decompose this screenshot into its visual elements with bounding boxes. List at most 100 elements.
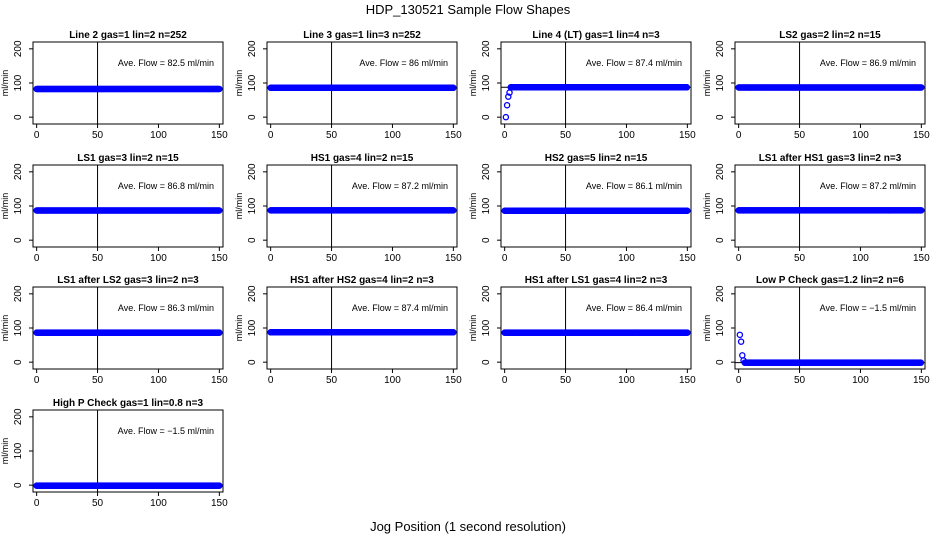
x-tick-label: 50 — [92, 375, 104, 386]
y-tick-label: 100 — [481, 74, 492, 91]
series-points — [33, 329, 223, 336]
x-tick-label: 100 — [618, 130, 635, 141]
y-tick-label: 100 — [247, 74, 258, 91]
figure-title: HDP_130521 Sample Flow Shapes — [366, 2, 571, 17]
x-tick-label: 100 — [618, 375, 635, 386]
y-tick-label: 0 — [481, 237, 492, 243]
y-tick-label: 200 — [13, 40, 24, 57]
data-point — [216, 207, 223, 214]
y-tick-label: 0 — [715, 114, 726, 120]
average-flow-annotation: Ave. Flow = 82.5 ml/min — [118, 58, 214, 68]
x-tick-label: 100 — [852, 130, 869, 141]
y-tick-label: 200 — [247, 285, 258, 302]
panel-title: HS1 after HS2 gas=4 lin=2 n=3 — [290, 275, 434, 286]
x-tick-label: 50 — [326, 253, 338, 264]
y-tick-label: 200 — [481, 285, 492, 302]
x-tick-label: 50 — [560, 253, 572, 264]
x-tick-label: 50 — [794, 253, 806, 264]
panel-title: Line 2 gas=1 lin=2 n=252 — [69, 30, 187, 41]
panel-3: Line 4 (LT) gas=1 lin=4 n=3 ml/min 0 100 200… — [468, 30, 696, 141]
y-tick-label: 0 — [481, 114, 492, 120]
average-flow-annotation: Ave. Flow = 86.8 ml/min — [118, 181, 214, 191]
y-axis-label: ml/min — [702, 70, 712, 97]
y-tick-label: 100 — [715, 74, 726, 91]
y-axis-label: ml/min — [468, 315, 478, 342]
y-tick-label: 200 — [715, 285, 726, 302]
y-tick-label: 200 — [13, 285, 24, 302]
data-point — [502, 113, 510, 121]
x-tick-label: 0 — [268, 253, 274, 264]
x-tick-label: 150 — [679, 375, 696, 386]
y-tick-label: 100 — [715, 197, 726, 214]
panel-title: LS1 gas=3 lin=2 n=15 — [77, 153, 179, 164]
x-tick-label: 100 — [852, 253, 869, 264]
y-axis-label: ml/min — [234, 193, 244, 220]
y-tick-label: 200 — [13, 408, 24, 425]
series-points — [267, 329, 457, 336]
data-point — [216, 85, 223, 93]
x-tick-label: 0 — [736, 253, 742, 264]
data-point — [450, 84, 457, 92]
x-tick-label: 150 — [679, 130, 696, 141]
x-tick-label: 0 — [502, 253, 508, 264]
x-tick-label: 150 — [679, 253, 696, 264]
y-tick-label: 100 — [481, 319, 492, 336]
x-tick-label: 0 — [34, 375, 40, 386]
panel-8: LS1 after HS1 gas=3 lin=2 n=3 ml/min 0 100 2… — [702, 153, 930, 264]
average-flow-annotation: Ave. Flow = 86 ml/min — [359, 58, 448, 68]
x-tick-label: 150 — [445, 375, 462, 386]
x-tick-label: 0 — [736, 130, 742, 141]
series-points — [735, 84, 925, 91]
panel-7: HS2 gas=5 lin=2 n=15 ml/min 0 100 200 0 50 100 1… — [468, 153, 696, 264]
panel-title: LS1 after HS1 gas=3 lin=2 n=3 — [759, 153, 902, 164]
panel-5: LS1 gas=3 lin=2 n=15 ml/min 0 100 200 0 50 100 1… — [0, 153, 228, 264]
x-tick-label: 50 — [92, 253, 104, 264]
y-tick-label: 0 — [13, 114, 24, 120]
series-points — [33, 207, 223, 214]
x-tick-label: 0 — [736, 375, 742, 386]
x-tick-label: 100 — [150, 375, 167, 386]
x-tick-label: 100 — [384, 253, 401, 264]
x-tick-label: 100 — [384, 375, 401, 386]
x-tick-label: 150 — [913, 375, 930, 386]
data-point — [503, 101, 511, 109]
panel-title: Line 4 (LT) gas=1 lin=4 n=3 — [532, 30, 660, 41]
data-point — [506, 89, 513, 96]
panel-13: High P Check gas=1 lin=0.8 n=3 ml/min 0 100… — [0, 398, 228, 509]
y-tick-label: 200 — [247, 40, 258, 57]
data-point — [684, 207, 691, 214]
series-points — [501, 329, 691, 336]
panel-4: LS2 gas=2 lin=2 n=15 ml/min 0 100 200 0 50 100 1… — [702, 30, 930, 141]
x-tick-label: 150 — [211, 130, 228, 141]
y-tick-label: 200 — [481, 163, 492, 180]
series-points — [736, 331, 925, 366]
y-tick-label: 100 — [715, 319, 726, 336]
x-tick-label: 0 — [34, 498, 40, 509]
y-tick-label: 0 — [247, 359, 258, 365]
y-tick-label: 200 — [715, 163, 726, 180]
panel-10: HS1 after HS2 gas=4 lin=2 n=3 ml/min 0 100 2… — [234, 275, 462, 386]
x-tick-label: 0 — [268, 130, 274, 141]
x-tick-label: 0 — [502, 130, 508, 141]
x-tick-label: 150 — [211, 498, 228, 509]
panel-title: LS1 after LS2 gas=3 lin=2 n=3 — [57, 275, 199, 286]
y-tick-label: 0 — [247, 237, 258, 243]
series-points — [33, 482, 223, 489]
series-points — [502, 84, 691, 121]
data-point — [450, 207, 457, 214]
average-flow-annotation: Ave. Flow = 86.3 ml/min — [118, 303, 214, 313]
data-point — [737, 338, 745, 345]
data-point — [450, 329, 457, 336]
series-points — [33, 85, 223, 93]
x-tick-label: 100 — [852, 375, 869, 386]
x-tick-label: 50 — [92, 130, 104, 141]
y-axis-label: ml/min — [702, 315, 712, 342]
y-tick-label: 0 — [715, 359, 726, 365]
y-tick-label: 200 — [481, 40, 492, 57]
y-axis-label: ml/min — [0, 70, 10, 97]
average-flow-annotation: Ave. Flow = 87.2 ml/min — [820, 181, 916, 191]
x-tick-label: 0 — [502, 375, 508, 386]
x-tick-label: 50 — [326, 375, 338, 386]
y-axis-label: ml/min — [234, 315, 244, 342]
